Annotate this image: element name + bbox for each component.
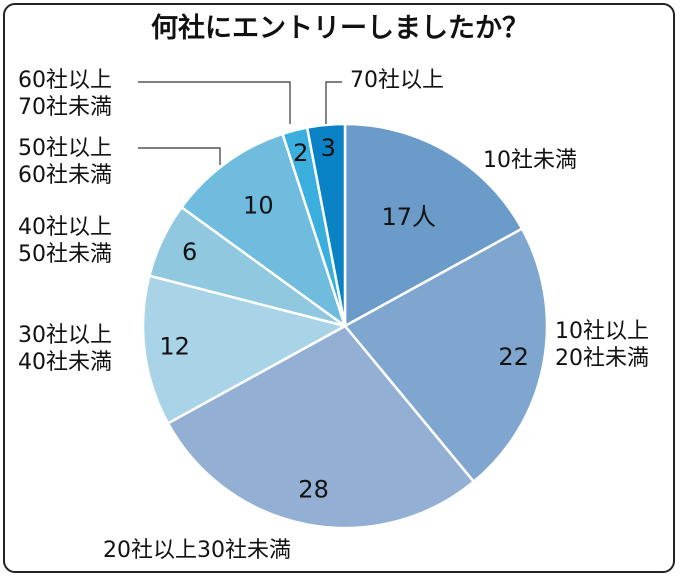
slice-value-7: 3 [321, 134, 336, 162]
slice-value-3: 12 [159, 333, 190, 361]
pie-slice-7 [305, 122, 347, 327]
slice-value-6: 2 [293, 139, 308, 167]
slice-value-1: 22 [498, 343, 529, 371]
pie-slice-0 [343, 122, 524, 329]
slice-value-5: 10 [243, 192, 274, 220]
pie-slice-1 [343, 226, 549, 484]
chart-title: 何社にエントリーしましたか？ [151, 13, 529, 44]
slice-label-1: 10社以上 20社未満 [555, 319, 649, 371]
pie-slice-5 [179, 132, 348, 330]
slice-value-0: 17人 [381, 203, 436, 231]
slice-value-4: 6 [182, 238, 197, 266]
slice-value-2: 28 [298, 476, 329, 504]
slice-label-7: 70社以上 [350, 68, 444, 93]
leader-line-5 [138, 147, 221, 165]
slice-label-3: 30社以上 40社未満 [18, 323, 112, 375]
pie-slice-3 [141, 274, 349, 426]
slice-label-2: 20社以上30社未満 [103, 538, 291, 563]
slice-label-4: 40社以上 50社未満 [18, 215, 112, 267]
slice-label-5: 50社以上 60社未満 [18, 136, 112, 188]
slice-label-6: 60社以上 70社未満 [18, 68, 112, 120]
pie-slice-2 [166, 324, 476, 530]
leader-line-6 [138, 81, 291, 124]
leader-line-7 [325, 81, 342, 124]
slice-label-0: 10社未満 [483, 148, 577, 173]
